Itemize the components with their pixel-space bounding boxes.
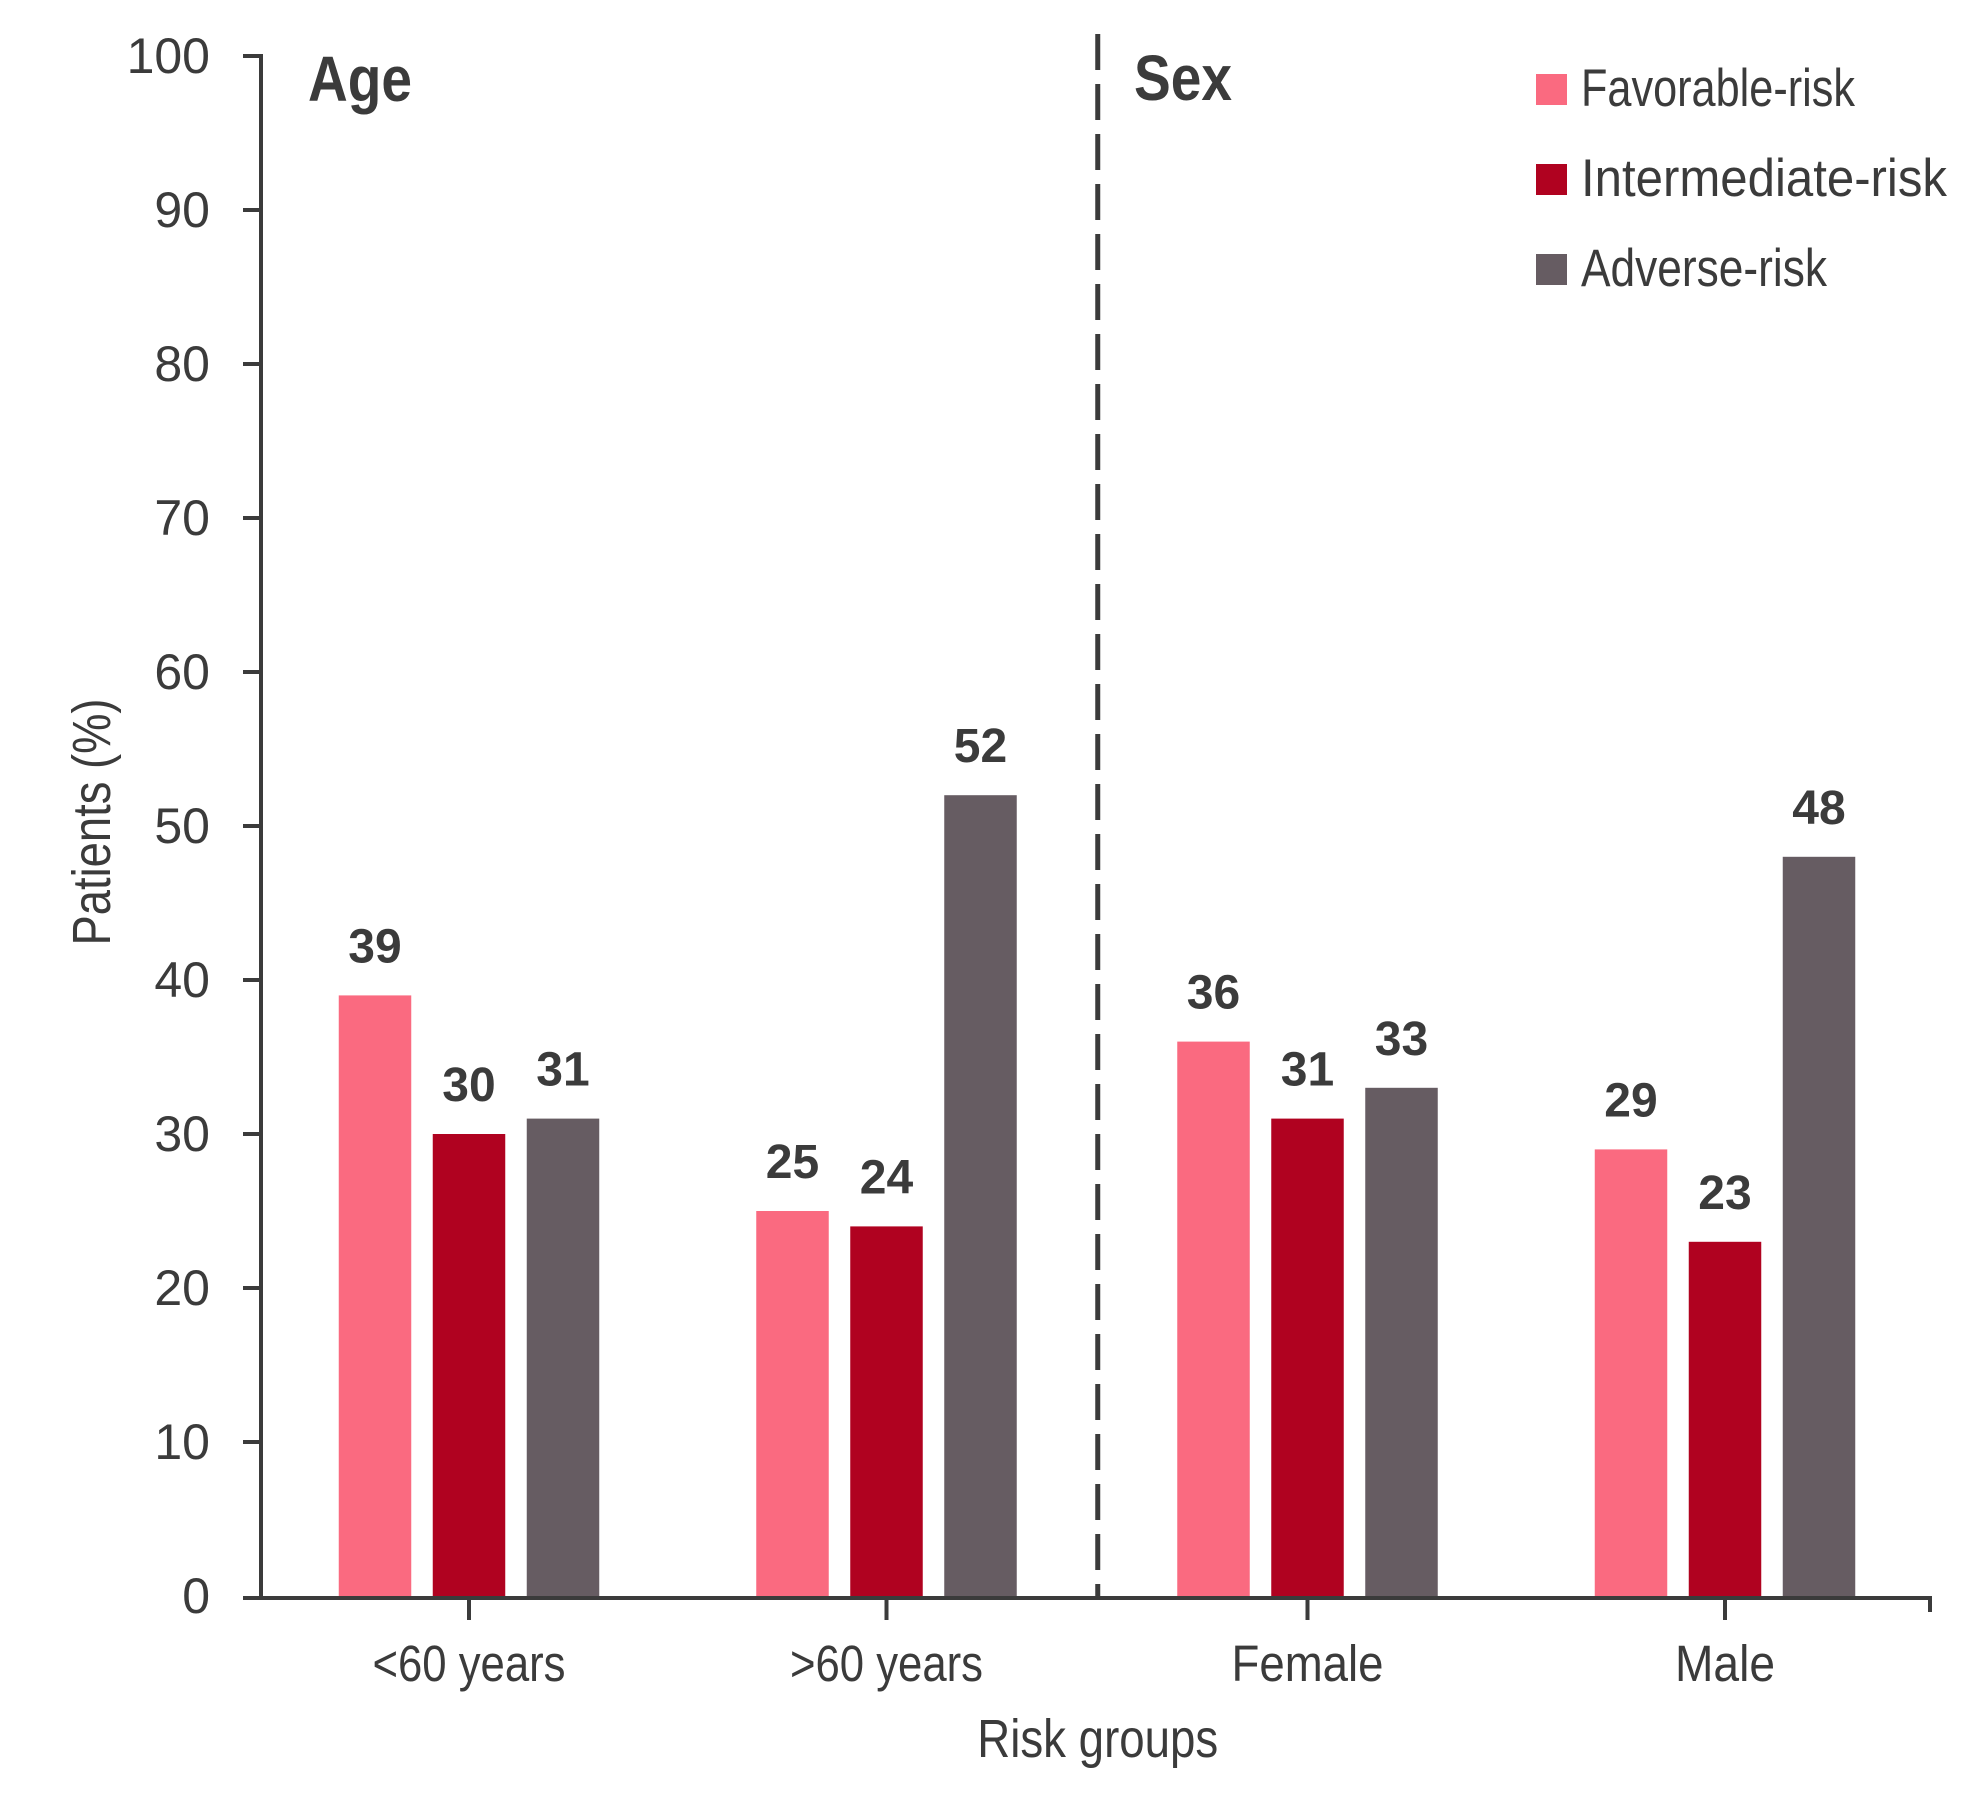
value-label: 39 <box>348 920 401 973</box>
y-tick-label-100: 100 <box>127 28 210 84</box>
y-axis-tick-40 <box>243 978 259 982</box>
x-axis-line <box>243 1596 1932 1600</box>
x-category-label: <60 years <box>373 1635 566 1692</box>
y-tick-label-60: 60 <box>154 644 210 700</box>
x-axis-title: Risk groups <box>977 1709 1218 1769</box>
y-tick-label-10: 10 <box>154 1414 210 1470</box>
y-tick-label-90: 90 <box>154 182 210 238</box>
bar-female-favorable-risk <box>1177 1041 1250 1596</box>
legend-label: Adverse-risk <box>1581 239 1827 298</box>
y-tick-label-80: 80 <box>154 336 210 392</box>
x-axis-end-tick <box>1928 1596 1932 1612</box>
value-label: 30 <box>442 1059 495 1112</box>
bar-male-adverse-risk <box>1782 856 1856 1596</box>
x-axis-tick-female <box>1305 1600 1310 1620</box>
bar-60years-adverse-risk <box>944 795 1017 1596</box>
y-tick-label-50: 50 <box>154 798 210 854</box>
bar-60years-favorable-risk <box>338 995 412 1596</box>
y-axis-tick-70 <box>243 516 259 520</box>
bar-60years-favorable-risk <box>756 1211 829 1596</box>
y-axis-tick-30 <box>243 1132 259 1136</box>
bar-male-intermediate-risk <box>1688 1241 1762 1596</box>
bar-60years-intermediate-risk <box>850 1226 923 1596</box>
x-axis-tick-60years <box>884 1600 889 1620</box>
x-axis-tick-male <box>1723 1600 1727 1620</box>
y-tick-label-20: 20 <box>154 1260 210 1316</box>
value-label: 52 <box>954 720 1007 773</box>
y-axis-tick-60 <box>243 670 259 674</box>
value-label: 31 <box>536 1044 589 1097</box>
value-label: 23 <box>1698 1167 1751 1220</box>
y-axis-tick-90 <box>243 208 259 212</box>
legend-label: Favorable-risk <box>1581 59 1855 118</box>
value-label: 25 <box>766 1136 819 1189</box>
y-axis-title: Patients (%) <box>62 699 122 946</box>
y-tick-label-30: 30 <box>154 1106 210 1162</box>
x-axis-tick-60years <box>467 1600 471 1620</box>
value-label: 36 <box>1187 967 1240 1020</box>
bar-60years-intermediate-risk <box>432 1134 506 1596</box>
legend-swatch-adverse-risk <box>1536 254 1567 285</box>
value-label: 31 <box>1281 1044 1334 1097</box>
y-axis-line <box>259 54 263 1600</box>
y-axis-tick-20 <box>243 1286 259 1290</box>
bar-female-intermediate-risk <box>1271 1118 1344 1596</box>
y-axis-tick-100 <box>243 54 259 58</box>
y-axis-tick-80 <box>243 362 259 366</box>
y-axis-tick-10 <box>243 1440 259 1444</box>
legend-swatch-favorable-risk <box>1536 74 1567 105</box>
bar-female-adverse-risk <box>1365 1087 1438 1596</box>
value-label: 48 <box>1792 782 1845 835</box>
x-category-label: Female <box>1232 1635 1384 1692</box>
panel-title-age: Age <box>308 43 412 115</box>
legend-label: Intermediate-risk <box>1581 149 1947 208</box>
y-tick-label-70: 70 <box>154 490 210 546</box>
value-label: 29 <box>1604 1074 1657 1127</box>
y-tick-label-40: 40 <box>154 952 210 1008</box>
bar-male-favorable-risk <box>1594 1149 1668 1596</box>
panel-title-sex: Sex <box>1134 42 1232 114</box>
value-label: 33 <box>1375 1013 1428 1066</box>
legend-swatch-intermediate-risk <box>1536 164 1567 195</box>
y-tick-label-0: 0 <box>182 1568 210 1624</box>
bar-60years-adverse-risk <box>526 1118 600 1596</box>
value-label: 24 <box>860 1151 914 1204</box>
x-category-label: >60 years <box>790 1635 983 1692</box>
x-category-label: Male <box>1675 1635 1775 1692</box>
y-axis-tick-50 <box>243 824 259 828</box>
